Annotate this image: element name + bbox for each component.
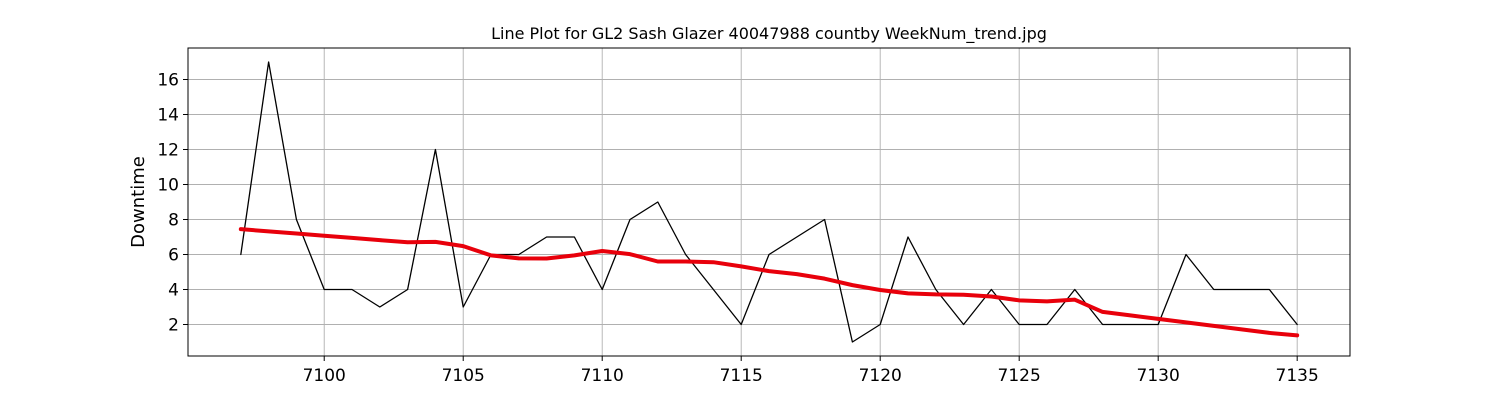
x-tick-label: 7130 bbox=[1137, 366, 1180, 386]
plot-frame bbox=[187, 47, 1351, 357]
series-layer bbox=[238, 61, 1300, 343]
x-tick-label: 7105 bbox=[442, 366, 485, 386]
x-tick-label: 7120 bbox=[859, 366, 902, 386]
chart-title: Line Plot for GL2 Sash Glazer 40047988 c… bbox=[491, 24, 1047, 44]
tick-layer: 7100 7105 7110 7115 7120 7125 7130 7135 2 4 6 8 10 12… bbox=[157, 71, 1318, 387]
y-axis-label: Downtime bbox=[128, 156, 149, 248]
x-tick-label: 7115 bbox=[720, 366, 763, 386]
x-tick-label: 7125 bbox=[998, 366, 1041, 386]
series-line-trend bbox=[238, 227, 1300, 338]
y-tick-label: 12 bbox=[157, 141, 179, 161]
y-tick-label: 14 bbox=[157, 106, 179, 126]
y-tick-label: 6 bbox=[168, 246, 179, 266]
y-tick-label: 4 bbox=[168, 281, 179, 301]
x-tick-label: 7135 bbox=[1276, 366, 1319, 386]
y-tick-label: 10 bbox=[157, 176, 179, 196]
y-tick-label: 8 bbox=[168, 211, 179, 231]
grid bbox=[188, 48, 1350, 356]
x-tick-label: 7100 bbox=[303, 366, 346, 386]
y-tick-label: 2 bbox=[168, 316, 179, 336]
series-line-downtime bbox=[240, 61, 1298, 343]
x-tick-label: 7110 bbox=[581, 366, 624, 386]
y-tick-label: 16 bbox=[157, 71, 179, 91]
